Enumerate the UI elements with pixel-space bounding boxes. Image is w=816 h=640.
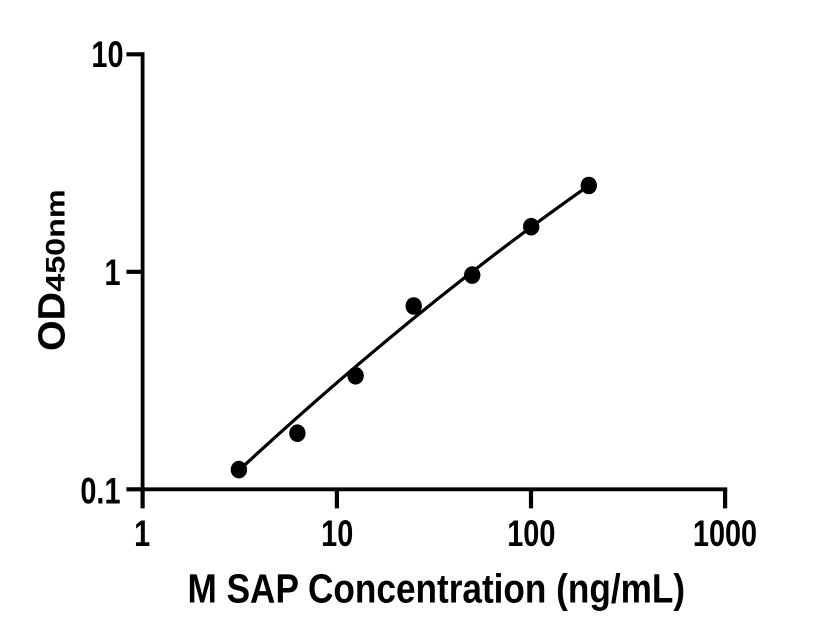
svg-text:100: 100 xyxy=(507,513,555,554)
svg-text:M SAP Concentration (ng/mL): M SAP Concentration (ng/mL) xyxy=(188,566,686,612)
svg-text:1000: 1000 xyxy=(693,513,757,554)
svg-text:OD: OD xyxy=(32,292,74,351)
svg-text:10: 10 xyxy=(321,513,353,554)
svg-text:0.1: 0.1 xyxy=(80,471,120,512)
svg-text:10: 10 xyxy=(91,35,123,76)
svg-text:1: 1 xyxy=(134,513,150,554)
svg-text:450nm: 450nm xyxy=(41,189,71,292)
svg-text:1: 1 xyxy=(104,253,120,294)
